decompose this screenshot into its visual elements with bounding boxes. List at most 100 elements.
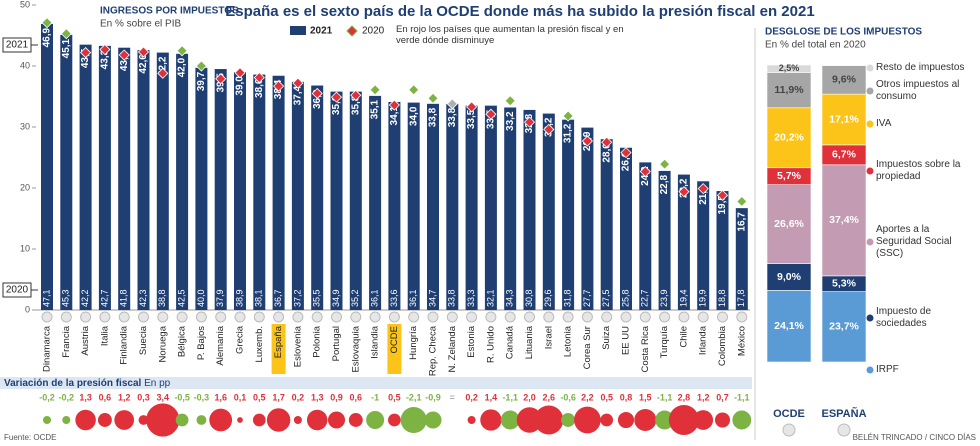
variation-bubble bbox=[388, 413, 401, 427]
x-tick-label: P. Bajos bbox=[196, 326, 207, 360]
value-label: 28,0 bbox=[601, 143, 612, 163]
bar-segment bbox=[766, 184, 812, 264]
value-label: 9,0% bbox=[777, 271, 802, 283]
bar-segment bbox=[766, 107, 812, 169]
variation-bubble bbox=[467, 415, 476, 425]
marker-2020 bbox=[137, 46, 150, 58]
value-label: 40,0 bbox=[196, 289, 206, 307]
variation-label: 1,5 bbox=[639, 392, 652, 402]
flag bbox=[311, 311, 323, 323]
legend-note: En rojo los países que aumentan la presi… bbox=[396, 24, 624, 46]
value-label: 25,8 bbox=[620, 289, 630, 307]
variation-bubble bbox=[366, 411, 385, 429]
marker-2020 bbox=[562, 110, 574, 122]
value-label: 22,7 bbox=[640, 289, 650, 307]
bar bbox=[156, 52, 169, 311]
marker-2020 bbox=[466, 101, 478, 113]
bar bbox=[562, 119, 575, 311]
value-label: 42,7 bbox=[99, 289, 109, 307]
bar bbox=[658, 170, 671, 310]
marker-2020 bbox=[581, 135, 593, 147]
x-tick-label: Canadá bbox=[505, 325, 516, 359]
x-tick-label: España bbox=[273, 325, 284, 358]
bar bbox=[446, 103, 459, 310]
flag bbox=[234, 311, 246, 323]
x-tick-label: Corea Sur bbox=[582, 326, 593, 369]
variation-bubble bbox=[42, 415, 52, 425]
source: Fuente: OCDE bbox=[4, 433, 56, 442]
variation-label: -0,3 bbox=[194, 392, 210, 402]
y-tick-label: 20 bbox=[20, 182, 30, 192]
x-tick-label: Austria bbox=[80, 325, 91, 355]
x-tick-label: Hungría bbox=[408, 325, 419, 360]
flag bbox=[350, 311, 362, 323]
variation-bubble bbox=[196, 415, 207, 425]
value-label: 47,1 bbox=[41, 289, 51, 307]
x-tick-label: Turquía bbox=[659, 325, 670, 358]
bar bbox=[484, 105, 497, 311]
value-label: 35,1 bbox=[370, 99, 381, 119]
flag bbox=[620, 311, 632, 323]
marker-2020 bbox=[330, 91, 343, 103]
marker-2020 bbox=[273, 80, 285, 92]
value-label: 5,7% bbox=[777, 170, 802, 182]
value-label: 24,1% bbox=[774, 320, 804, 332]
variation-bubble bbox=[732, 410, 752, 430]
x-tick-label: Francia bbox=[61, 325, 72, 357]
variation-bubble bbox=[400, 406, 427, 434]
variation-label: -0,2 bbox=[59, 392, 75, 402]
flag bbox=[157, 311, 169, 323]
value-label: 37,4% bbox=[829, 214, 859, 226]
value-label: 23,9 bbox=[659, 289, 669, 307]
variation-bubble bbox=[114, 410, 135, 430]
legend-label: Impuesto de sociedades bbox=[876, 306, 932, 329]
value-label: 42,0 bbox=[177, 57, 188, 77]
marker-2020 bbox=[311, 87, 323, 100]
x-tick-label: Chile bbox=[678, 326, 689, 348]
marker-2020 bbox=[408, 84, 420, 96]
bar-segment bbox=[821, 164, 867, 277]
subheading: En % sobre el PIB bbox=[100, 19, 181, 30]
value-label: 43,3 bbox=[100, 49, 111, 69]
flag bbox=[176, 311, 188, 323]
flag bbox=[524, 311, 535, 323]
variation-bubble bbox=[574, 406, 601, 434]
y-tick-label: 0 bbox=[25, 304, 30, 314]
x-tick-label: México bbox=[736, 326, 747, 356]
legend-marker bbox=[866, 366, 874, 374]
value-label: 45,1 bbox=[61, 38, 72, 58]
value-label: 20,2% bbox=[774, 132, 804, 144]
variation-bubble bbox=[668, 404, 699, 436]
variation-label: 2,2 bbox=[581, 392, 594, 402]
bar bbox=[716, 191, 729, 310]
variation-label: 0,8 bbox=[620, 392, 633, 402]
variation-label: 0,5 bbox=[388, 392, 401, 402]
x-tick-label: Portugal bbox=[331, 326, 342, 361]
marker-2020 bbox=[234, 67, 246, 79]
value-label: 45,3 bbox=[61, 289, 71, 307]
bar bbox=[214, 69, 227, 310]
bar bbox=[407, 102, 420, 310]
variation-label: 0,6 bbox=[99, 392, 112, 402]
variation-bubble bbox=[175, 413, 189, 427]
variation-bubble bbox=[600, 413, 614, 427]
value-label: 19,4 bbox=[678, 289, 688, 307]
value-label: 19,5 bbox=[717, 195, 728, 215]
value-label: 27,7 bbox=[582, 289, 592, 307]
x-tick-label: Polonia bbox=[312, 325, 323, 357]
bar bbox=[349, 91, 362, 311]
variation-label: -1,1 bbox=[657, 392, 673, 402]
variation-label: 1,6 bbox=[214, 392, 227, 402]
value-label: 33,8 bbox=[447, 289, 457, 307]
x-tick-label: Dinamarca bbox=[42, 325, 53, 372]
variation-bubble bbox=[617, 411, 635, 429]
x-tick-label: N. Zelanda bbox=[447, 325, 458, 372]
value-label: 32,1 bbox=[485, 289, 495, 307]
flag bbox=[273, 311, 285, 323]
value-label: 38,9 bbox=[234, 289, 244, 307]
variation-bubble bbox=[306, 409, 328, 431]
bar bbox=[465, 105, 478, 311]
value-label: 33,8 bbox=[428, 107, 439, 127]
value-label: 17,1% bbox=[829, 113, 859, 125]
